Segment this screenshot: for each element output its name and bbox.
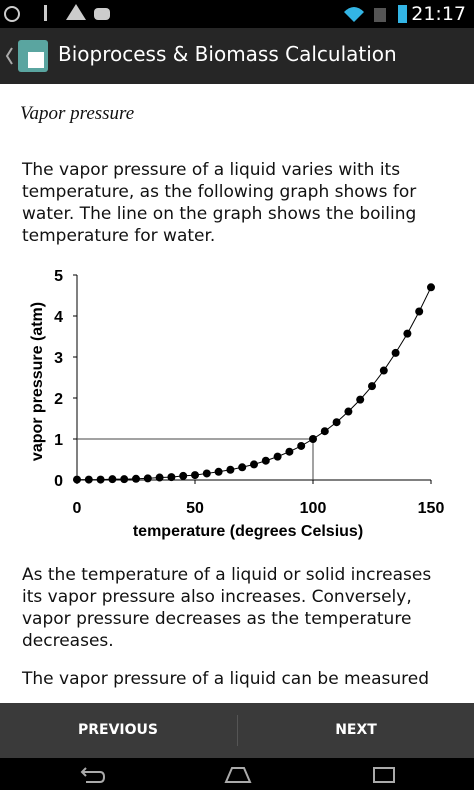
data-point	[427, 283, 435, 292]
data-point	[273, 452, 282, 461]
data-point	[415, 307, 424, 316]
data-point	[226, 465, 235, 474]
data-point	[250, 460, 258, 469]
x-tick-label: 100	[300, 500, 327, 517]
data-point	[179, 471, 188, 480]
nav-icons	[80, 767, 395, 783]
data-point	[297, 441, 306, 450]
y-tick-label: 5	[54, 268, 63, 285]
data-point	[214, 467, 223, 476]
data-point	[96, 475, 105, 484]
data-point	[132, 474, 140, 483]
data-point	[120, 475, 129, 484]
nav-bar	[0, 758, 474, 790]
data-point	[344, 407, 353, 416]
series-line	[77, 287, 432, 481]
data-point	[391, 348, 400, 357]
status-bar: 21:17	[0, 0, 474, 28]
paragraph: The vapor pressure of a liquid varies wi…	[22, 160, 417, 246]
y-tick-label: 0	[54, 473, 63, 490]
data-point	[238, 463, 247, 472]
paragraph: As the temperature of a liquid or solid …	[22, 565, 432, 651]
data-point	[403, 329, 412, 338]
x-tick-label: 50	[186, 500, 204, 517]
clock: 21:17	[411, 3, 466, 25]
app-title: Bioprocess & Biomass Calculation	[58, 42, 397, 66]
data-point	[356, 395, 365, 404]
section-heading: Vapor pressure	[20, 103, 135, 124]
status-icons	[4, 4, 407, 23]
y-tick-label: 1	[54, 432, 63, 449]
next-button[interactable]: NEXT	[335, 722, 377, 738]
data-point	[155, 473, 164, 482]
data-point	[202, 469, 211, 478]
previous-button[interactable]: PREVIOUS	[77, 722, 158, 738]
x-tick-label: 150	[418, 500, 445, 517]
divider	[237, 715, 238, 746]
data-point	[84, 475, 93, 484]
y-tick-label: 2	[54, 391, 63, 408]
data-point	[332, 418, 341, 427]
paragraph: The vapor pressure of a liquid can be me…	[22, 669, 429, 689]
data-point	[167, 473, 176, 482]
x-tick-label: 0	[73, 500, 82, 517]
data-point	[285, 447, 294, 456]
data-point	[108, 475, 117, 484]
app-bar: Bioprocess & Biomass Calculation	[0, 28, 474, 84]
data-point	[191, 471, 199, 480]
y-tick-label: 3	[54, 350, 63, 367]
x-axis-label: temperature (degrees Celsius)	[133, 523, 363, 540]
app-icon[interactable]	[4, 38, 52, 74]
data-point	[73, 475, 81, 484]
data-point	[143, 474, 152, 483]
bottom-bar: PREVIOUS NEXT	[0, 703, 474, 758]
y-axis-label: vapor pressure (atm)	[29, 302, 46, 461]
data-point	[379, 366, 388, 375]
data-point	[261, 456, 270, 465]
data-point	[309, 435, 317, 443]
data-point	[368, 382, 376, 391]
y-tick-label: 4	[54, 309, 63, 326]
data-point	[320, 427, 329, 436]
